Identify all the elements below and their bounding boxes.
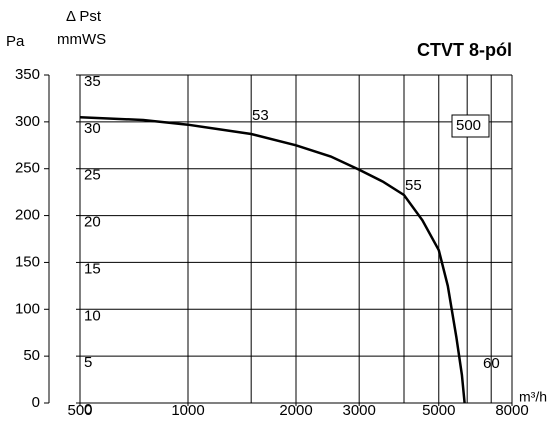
x-tick-label: 500 <box>67 402 92 419</box>
y-tick-label: 300 <box>15 113 40 130</box>
y-tick-label: 350 <box>15 66 40 83</box>
chart-title: CTVT 8-pól <box>417 40 512 60</box>
y-axis-label: Pa <box>6 33 25 50</box>
y-tick-label: 0 <box>32 394 40 411</box>
y-tick-label: 50 <box>23 347 40 364</box>
y2-tick-label: 5 <box>84 354 92 371</box>
y2-tick-label: 10 <box>84 307 101 324</box>
annotation-box <box>451 114 490 138</box>
y2-axis-label: mmWS <box>57 31 106 48</box>
x-tick-label: 8000 <box>495 402 528 419</box>
x-tick-label: 3000 <box>342 402 375 419</box>
x-tick-label: 1000 <box>171 402 204 419</box>
annotation: 55 <box>405 177 422 194</box>
annotation: 60 <box>483 355 500 372</box>
y2-tick-label: 30 <box>84 120 101 137</box>
x-tick-label: 2000 <box>279 402 312 419</box>
y2-tick-label: 20 <box>84 214 101 231</box>
fan-curve <box>79 115 466 404</box>
annotation: 500 <box>456 117 481 134</box>
x-axis-label: m³/h <box>519 389 547 405</box>
y2-tick-label: 0 <box>84 401 92 418</box>
annotation: 53 <box>252 107 269 124</box>
y2-tick-label: 25 <box>84 167 101 184</box>
y-tick-label: 250 <box>15 160 40 177</box>
y-tick-label: 200 <box>15 207 40 224</box>
y2-axis-label-top: Δ Pst <box>66 8 102 25</box>
y-tick-label: 150 <box>15 253 40 270</box>
x-tick-label: 5000 <box>422 402 455 419</box>
y2-tick-label: 15 <box>84 260 101 277</box>
y2-tick-label: 35 <box>84 73 101 90</box>
y-tick-label: 100 <box>15 300 40 317</box>
